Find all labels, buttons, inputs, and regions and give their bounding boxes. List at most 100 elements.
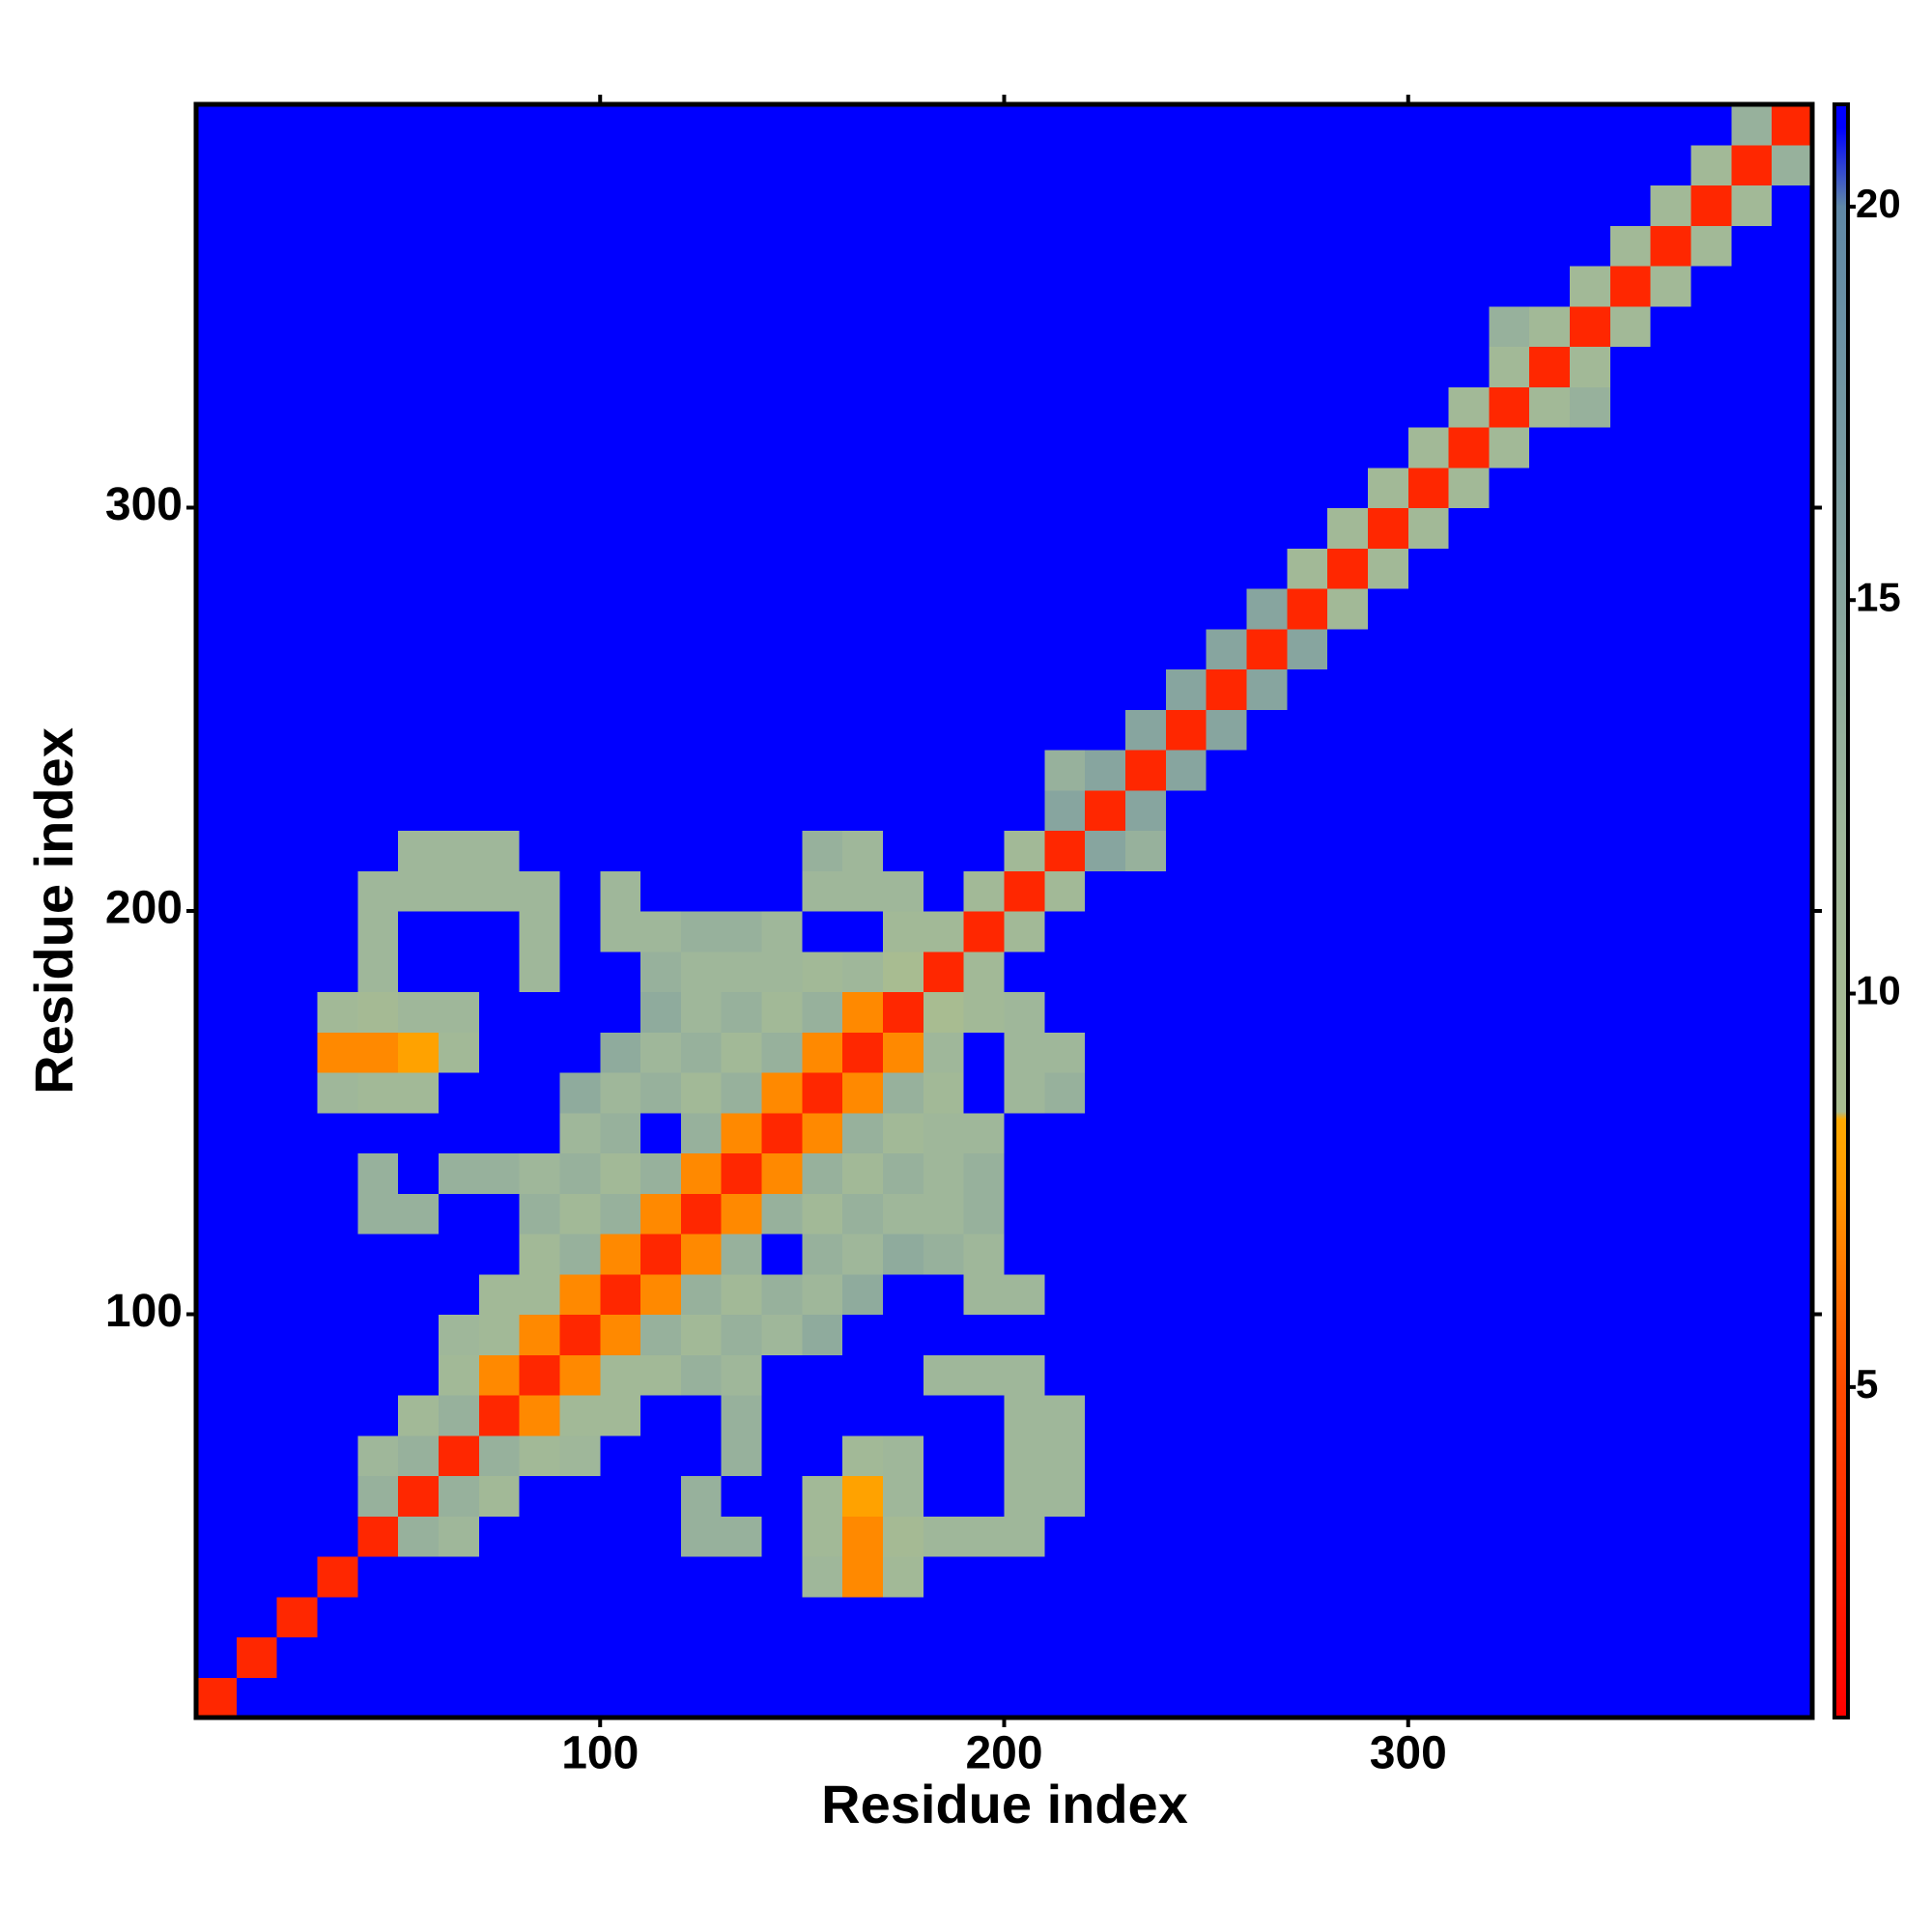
heatmap-cell [802, 951, 843, 993]
heatmap-cell [680, 1273, 723, 1316]
heatmap-cell [721, 830, 763, 871]
heatmap-cell [1206, 225, 1248, 267]
heatmap-cell [1407, 1435, 1450, 1477]
heatmap-cell [802, 830, 843, 871]
heatmap-cell [438, 1112, 480, 1154]
heatmap-cell [1448, 951, 1490, 993]
heatmap-cell [236, 427, 278, 469]
heatmap-cell [761, 1677, 803, 1718]
heatmap-cell [680, 104, 723, 146]
heatmap-cell [963, 507, 1006, 549]
heatmap-cell [1367, 266, 1409, 307]
heatmap-cell [478, 1395, 521, 1436]
heatmap-cell [883, 911, 924, 952]
heatmap-cell [1448, 789, 1490, 832]
heatmap-cell [802, 1314, 843, 1355]
heatmap-cell [1287, 305, 1328, 348]
heatmap-cell [478, 467, 521, 509]
heatmap-cell [923, 1193, 965, 1235]
heatmap-cell [1246, 305, 1288, 348]
y-tick-label: 300 [105, 479, 183, 530]
heatmap-cell [761, 1395, 803, 1436]
heatmap-cell [478, 386, 521, 428]
heatmap-cell [842, 991, 884, 1033]
heatmap-cell [1650, 1516, 1692, 1557]
heatmap-cell [600, 1032, 641, 1073]
heatmap-cell [1004, 1193, 1045, 1235]
heatmap-cell [1165, 305, 1208, 348]
heatmap-cell [883, 1072, 924, 1114]
heatmap-cell [1085, 668, 1126, 710]
heatmap-cell [1772, 1677, 1812, 1718]
heatmap-cell [1609, 1314, 1652, 1355]
heatmap-cell [398, 144, 440, 186]
heatmap-cell [1489, 991, 1530, 1033]
heatmap-cell [802, 185, 843, 226]
heatmap-cell [1570, 1314, 1611, 1355]
heatmap-cell [317, 1032, 358, 1073]
heatmap-cell [357, 1636, 399, 1678]
heatmap-cell [842, 1636, 884, 1678]
heatmap-cell [1165, 144, 1208, 186]
heatmap-cell [559, 467, 601, 509]
heatmap-cell [1690, 225, 1732, 267]
heatmap-cell [1044, 588, 1086, 630]
heatmap-cell [398, 1636, 440, 1678]
heatmap-cell [923, 1152, 965, 1194]
heatmap-cell [600, 991, 641, 1033]
heatmap-cell [478, 1273, 521, 1316]
heatmap-cell [640, 427, 682, 469]
heatmap-cell [1731, 467, 1773, 509]
heatmap-cell [236, 305, 278, 348]
heatmap-cell [1731, 1032, 1773, 1073]
heatmap-cell [963, 266, 1006, 307]
heatmap-cell [438, 305, 480, 348]
heatmap-cell [1327, 225, 1369, 267]
heatmap-cell [1044, 1516, 1086, 1557]
heatmap-cell [761, 507, 803, 549]
heatmap-cell [438, 991, 480, 1033]
heatmap-cell [721, 548, 763, 589]
heatmap-cell [1489, 1314, 1530, 1355]
heatmap-cell [1690, 1273, 1732, 1316]
heatmap-cell [276, 1193, 319, 1235]
heatmap-cell [1448, 1475, 1490, 1517]
heatmap-cell [196, 911, 238, 952]
heatmap-cell [721, 1314, 763, 1355]
heatmap-cell [842, 1475, 884, 1517]
heatmap-cell [1407, 144, 1450, 186]
heatmap-cell [721, 1354, 763, 1396]
heatmap-cell [478, 709, 521, 751]
heatmap-cell [1044, 1152, 1086, 1194]
heatmap-cell [1489, 911, 1530, 952]
heatmap-cell [478, 1596, 521, 1638]
heatmap-cell [1690, 1072, 1732, 1114]
heatmap-cell [1609, 1435, 1652, 1477]
heatmap-cell [1489, 1636, 1530, 1678]
heatmap-cell [196, 386, 238, 428]
heatmap-cell [802, 225, 843, 267]
heatmap-cell [842, 386, 884, 428]
heatmap-cell [1772, 1636, 1812, 1678]
heatmap-cell [721, 467, 763, 509]
heatmap-cell [1407, 628, 1450, 670]
heatmap-cell [600, 427, 641, 469]
heatmap-cell [559, 1677, 601, 1718]
heatmap-cell [1246, 870, 1288, 912]
heatmap-cell [1287, 1152, 1328, 1194]
heatmap-cell [438, 1273, 480, 1316]
heatmap-cell [1489, 346, 1530, 387]
heatmap-cell [438, 789, 480, 832]
heatmap-cell [923, 588, 965, 630]
heatmap-cell [883, 467, 924, 509]
heatmap-cell [883, 144, 924, 186]
heatmap-cell [1609, 1032, 1652, 1073]
heatmap-cell [196, 1516, 238, 1557]
heatmap-cell [1124, 1475, 1167, 1517]
heatmap-cell [842, 104, 884, 146]
heatmap-cell [1772, 104, 1812, 146]
heatmap-cell [721, 789, 763, 832]
heatmap-cell [1690, 1314, 1732, 1355]
heatmap-cell [842, 1112, 884, 1154]
heatmap-cell [963, 1193, 1006, 1235]
